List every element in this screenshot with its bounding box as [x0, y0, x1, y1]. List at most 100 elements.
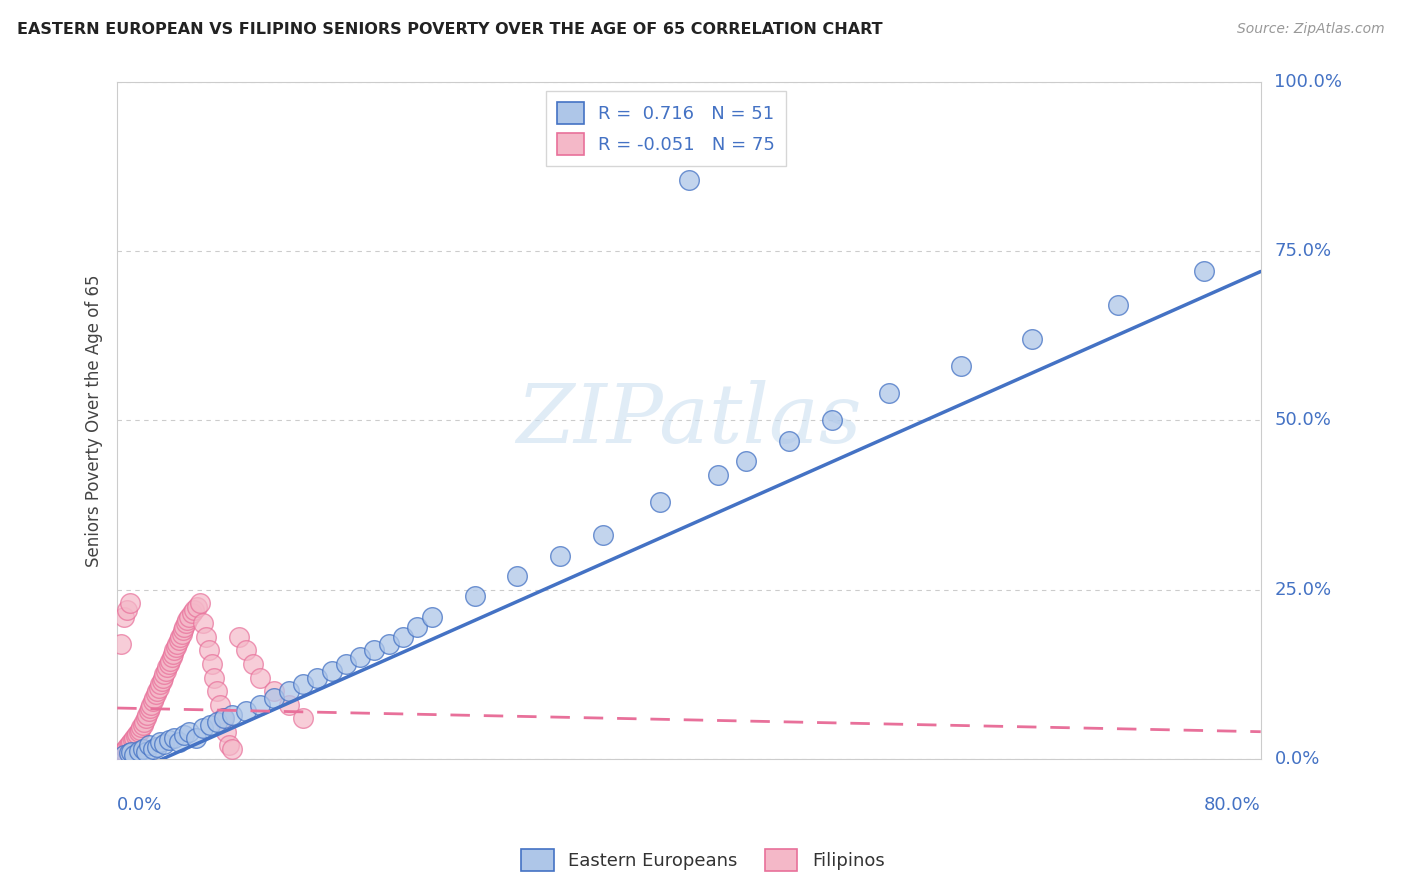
Point: [180, 607, 202, 621]
Point: [1192, 264, 1215, 278]
Point: [183, 603, 205, 617]
Point: [378, 637, 401, 651]
Point: [157, 732, 180, 747]
Point: [167, 735, 190, 749]
Point: [191, 722, 214, 736]
Point: [877, 386, 900, 401]
Point: [138, 705, 160, 719]
Point: [221, 707, 243, 722]
Point: [153, 667, 176, 681]
Text: 25.0%: 25.0%: [1274, 581, 1331, 599]
Point: [550, 549, 572, 563]
Point: [464, 590, 486, 604]
Point: [202, 671, 225, 685]
Point: [112, 609, 135, 624]
Point: [163, 731, 186, 746]
Point: [156, 660, 179, 674]
Point: [152, 671, 174, 685]
Point: [167, 633, 190, 648]
Point: [135, 711, 157, 725]
Point: [321, 664, 343, 678]
Point: [363, 643, 385, 657]
Point: [142, 741, 165, 756]
Point: [173, 620, 195, 634]
Point: [135, 745, 157, 759]
Point: [198, 718, 221, 732]
Point: [170, 626, 193, 640]
Point: [108, 748, 131, 763]
Text: Source: ZipAtlas.com: Source: ZipAtlas.com: [1237, 22, 1385, 37]
Text: ZIPatlas: ZIPatlas: [516, 380, 862, 460]
Point: [138, 738, 160, 752]
Text: EASTERN EUROPEAN VS FILIPINO SENIORS POVERTY OVER THE AGE OF 65 CORRELATION CHAR: EASTERN EUROPEAN VS FILIPINO SENIORS POV…: [17, 22, 883, 37]
Point: [406, 620, 429, 634]
Point: [117, 747, 139, 761]
Point: [592, 528, 614, 542]
Point: [118, 737, 141, 751]
Point: [111, 745, 134, 759]
Point: [115, 603, 138, 617]
Point: [115, 739, 138, 754]
Point: [165, 640, 187, 654]
Point: [221, 741, 243, 756]
Point: [122, 732, 145, 747]
Point: [200, 657, 222, 671]
Point: [207, 714, 229, 729]
Point: [131, 720, 153, 734]
Point: [197, 643, 219, 657]
Point: [263, 690, 285, 705]
Point: [136, 707, 159, 722]
Point: [307, 671, 329, 685]
Point: [132, 718, 155, 732]
Legend: Eastern Europeans, Filipinos: Eastern Europeans, Filipinos: [515, 842, 891, 879]
Point: [139, 701, 162, 715]
Point: [173, 728, 195, 742]
Point: [134, 714, 156, 729]
Point: [218, 738, 240, 752]
Point: [132, 741, 155, 756]
Point: [124, 748, 146, 763]
Text: 75.0%: 75.0%: [1274, 243, 1331, 260]
Point: [228, 630, 250, 644]
Point: [174, 616, 197, 631]
Text: 100.0%: 100.0%: [1274, 73, 1343, 91]
Point: [263, 684, 285, 698]
Point: [349, 650, 371, 665]
Point: [128, 724, 150, 739]
Point: [209, 698, 232, 712]
Text: 0.0%: 0.0%: [1274, 750, 1320, 768]
Point: [148, 681, 170, 695]
Point: [117, 738, 139, 752]
Point: [118, 596, 141, 610]
Point: [110, 637, 132, 651]
Point: [121, 735, 143, 749]
Point: [127, 727, 149, 741]
Point: [145, 688, 167, 702]
Text: 0.0%: 0.0%: [117, 796, 163, 814]
Point: [112, 748, 135, 763]
Point: [242, 657, 264, 671]
Point: [153, 737, 176, 751]
Point: [215, 724, 238, 739]
Point: [821, 413, 844, 427]
Point: [735, 454, 758, 468]
Point: [778, 434, 800, 448]
Point: [163, 643, 186, 657]
Point: [114, 741, 136, 756]
Point: [1021, 332, 1043, 346]
Point: [125, 730, 148, 744]
Point: [166, 637, 188, 651]
Point: [292, 711, 315, 725]
Point: [121, 745, 143, 759]
Point: [678, 173, 700, 187]
Point: [194, 630, 217, 644]
Point: [172, 623, 194, 637]
Point: [124, 731, 146, 746]
Point: [277, 698, 299, 712]
Point: [155, 664, 177, 678]
Point: [292, 677, 315, 691]
Point: [506, 569, 529, 583]
Point: [141, 698, 163, 712]
Point: [191, 616, 214, 631]
Point: [177, 609, 200, 624]
